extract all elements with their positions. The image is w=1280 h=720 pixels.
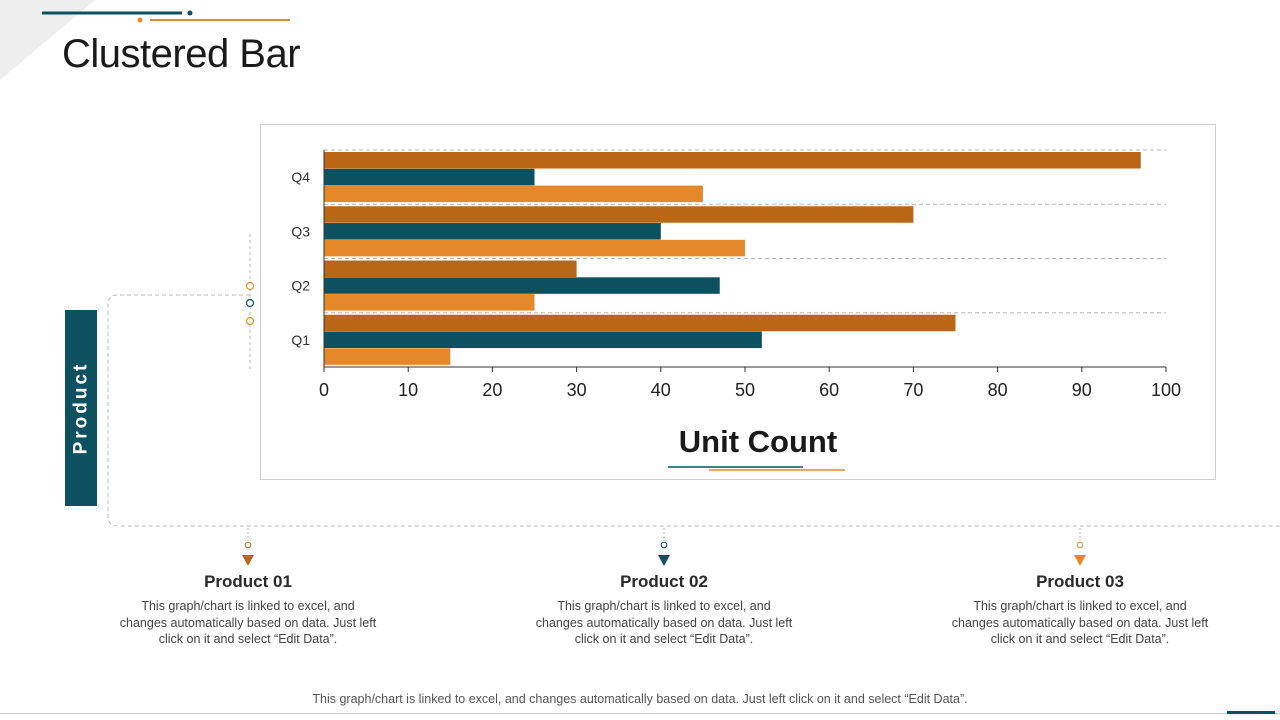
clustered-bar-chart[interactable]: Q1 Q2 Q3 Q4 0 10 20 30 40 50 60 70 80 90 100 Unit Count: [261, 125, 1217, 481]
product-02-block: Product 02 This graph/chart is linked to…: [534, 572, 794, 648]
product-01-description: This graph/chart is linked to excel, and…: [119, 599, 377, 646]
bar-q2-product-03: [324, 294, 535, 311]
bar-q1-product-03: [324, 348, 451, 365]
bar-q4-product-02: [324, 168, 535, 186]
product-side-label: Product: [65, 310, 97, 506]
chart-frame[interactable]: Q1 Q2 Q3 Q4 0 10 20 30 40 50 60 70 80 90 100 Unit Count: [260, 124, 1216, 480]
x-tick-label-90: 90: [1072, 380, 1092, 400]
y-tick-label-q4: Q4: [291, 169, 310, 185]
x-tick-label-50: 50: [735, 380, 755, 400]
bar-q3-product-03: [324, 239, 745, 257]
bar-q4-product-01: [324, 152, 1141, 169]
header-accent-lines: [42, 10, 290, 23]
product-03-block: Product 03 This graph/chart is linked to…: [950, 572, 1210, 648]
x-tick-label-30: 30: [567, 380, 587, 400]
y-tick-label-q3: Q3: [291, 223, 310, 239]
bar-q3-product-02: [324, 223, 661, 240]
product-03-description: This graph/chart is linked to excel, and…: [951, 599, 1209, 646]
page-title: Clustered Bar: [62, 32, 301, 76]
side-label-text: Product: [70, 361, 91, 455]
bar-q1-product-01: [324, 314, 956, 332]
bar-q2-product-01: [324, 260, 577, 277]
bar-q4-product-03: [324, 185, 703, 203]
x-tick-label-80: 80: [988, 380, 1008, 400]
product-02-marker: [658, 528, 670, 566]
x-tick-label-40: 40: [651, 380, 671, 400]
x-tick-label-20: 20: [482, 380, 502, 400]
product-01-block: Product 01 This graph/chart is linked to…: [118, 572, 378, 648]
product-01-title: Product 01: [204, 572, 292, 591]
x-tick-label-0: 0: [319, 380, 329, 400]
product-02-title: Product 02: [620, 572, 708, 591]
product-01-marker: [242, 528, 254, 566]
y-tick-label-q2: Q2: [291, 278, 310, 294]
footer-accent: [1227, 711, 1275, 714]
bar-q3-product-01: [324, 206, 914, 223]
x-tick-label-70: 70: [903, 380, 923, 400]
product-03-title: Product 03: [1036, 572, 1124, 591]
x-tick-label-100: 100: [1151, 380, 1181, 400]
product-02-description: This graph/chart is linked to excel, and…: [535, 599, 793, 646]
footer-divider: [0, 713, 1280, 714]
x-axis-title: Unit Count: [679, 424, 837, 459]
footer-note: This graph/chart is linked to excel, and…: [312, 692, 968, 706]
y-tick-label-q1: Q1: [291, 332, 310, 348]
bar-q1-product-02: [324, 331, 762, 349]
product-03-marker: [1074, 528, 1086, 566]
bar-q2-product-02: [324, 277, 720, 294]
x-tick-label-60: 60: [819, 380, 839, 400]
x-tick-label-10: 10: [398, 380, 418, 400]
